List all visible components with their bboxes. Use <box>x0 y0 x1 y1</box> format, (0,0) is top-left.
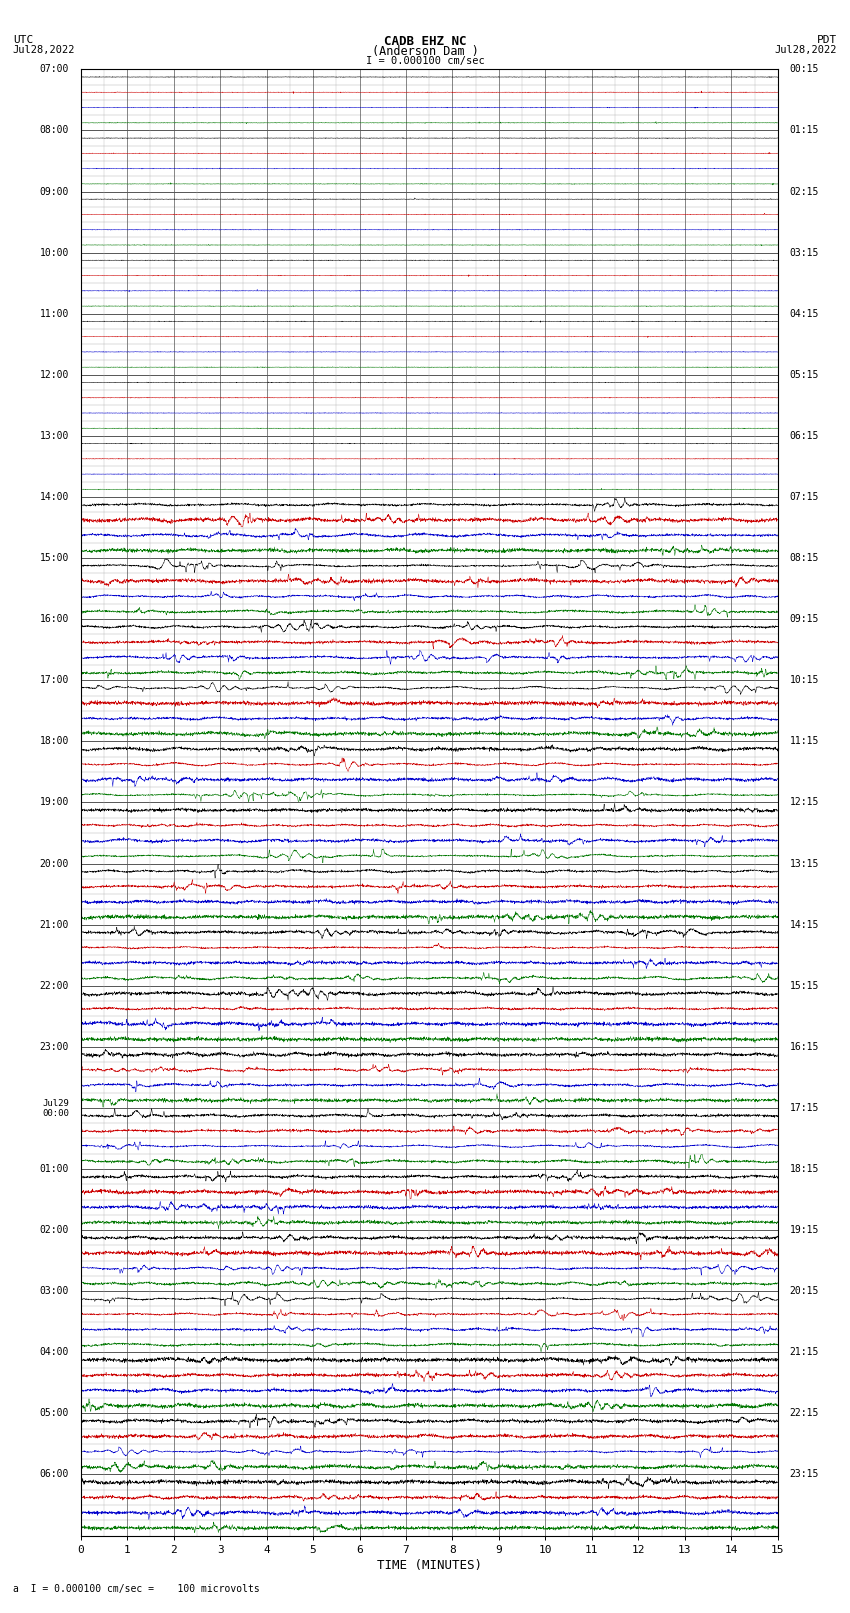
Text: 14:00: 14:00 <box>40 492 69 502</box>
Text: 17:15: 17:15 <box>790 1103 819 1113</box>
Text: 12:00: 12:00 <box>40 369 69 379</box>
Text: 15:15: 15:15 <box>790 981 819 990</box>
Text: 09:15: 09:15 <box>790 615 819 624</box>
Text: 13:00: 13:00 <box>40 431 69 440</box>
Text: 05:15: 05:15 <box>790 369 819 379</box>
Text: 00:15: 00:15 <box>790 65 819 74</box>
Text: Jul28,2022: Jul28,2022 <box>13 45 76 55</box>
Text: 22:00: 22:00 <box>40 981 69 990</box>
Text: 16:15: 16:15 <box>790 1042 819 1052</box>
Text: 00:00: 00:00 <box>42 1110 69 1118</box>
Text: UTC: UTC <box>13 35 33 45</box>
Text: I = 0.000100 cm/sec: I = 0.000100 cm/sec <box>366 56 484 66</box>
Text: 15:00: 15:00 <box>40 553 69 563</box>
Text: 19:15: 19:15 <box>790 1226 819 1236</box>
Text: 22:15: 22:15 <box>790 1408 819 1418</box>
Text: 13:15: 13:15 <box>790 858 819 868</box>
Text: PDT: PDT <box>817 35 837 45</box>
Text: 07:00: 07:00 <box>40 65 69 74</box>
Text: 09:00: 09:00 <box>40 187 69 197</box>
Text: 06:00: 06:00 <box>40 1469 69 1479</box>
Text: 16:00: 16:00 <box>40 615 69 624</box>
Text: 02:15: 02:15 <box>790 187 819 197</box>
Text: 10:00: 10:00 <box>40 248 69 258</box>
Text: Jul29: Jul29 <box>42 1098 69 1108</box>
Text: a  I = 0.000100 cm/sec =    100 microvolts: a I = 0.000100 cm/sec = 100 microvolts <box>13 1584 259 1594</box>
Text: 08:00: 08:00 <box>40 126 69 135</box>
Text: 11:15: 11:15 <box>790 737 819 747</box>
Text: 19:00: 19:00 <box>40 797 69 808</box>
Text: 04:15: 04:15 <box>790 308 819 319</box>
Text: 21:15: 21:15 <box>790 1347 819 1357</box>
Text: 21:00: 21:00 <box>40 919 69 929</box>
Text: 01:00: 01:00 <box>40 1165 69 1174</box>
Text: 17:00: 17:00 <box>40 676 69 686</box>
Text: 20:00: 20:00 <box>40 858 69 868</box>
Text: 18:15: 18:15 <box>790 1165 819 1174</box>
Text: 20:15: 20:15 <box>790 1286 819 1297</box>
Text: CADB EHZ NC: CADB EHZ NC <box>383 35 467 48</box>
Text: 03:15: 03:15 <box>790 248 819 258</box>
X-axis label: TIME (MINUTES): TIME (MINUTES) <box>377 1558 482 1571</box>
Text: 12:15: 12:15 <box>790 797 819 808</box>
Text: Jul28,2022: Jul28,2022 <box>774 45 837 55</box>
Text: 07:15: 07:15 <box>790 492 819 502</box>
Text: 10:15: 10:15 <box>790 676 819 686</box>
Text: 18:00: 18:00 <box>40 737 69 747</box>
Text: 04:00: 04:00 <box>40 1347 69 1357</box>
Text: 23:00: 23:00 <box>40 1042 69 1052</box>
Text: 05:00: 05:00 <box>40 1408 69 1418</box>
Text: 03:00: 03:00 <box>40 1286 69 1297</box>
Text: (Anderson Dam ): (Anderson Dam ) <box>371 45 479 58</box>
Text: 02:00: 02:00 <box>40 1226 69 1236</box>
Text: 11:00: 11:00 <box>40 308 69 319</box>
Text: 06:15: 06:15 <box>790 431 819 440</box>
Text: 08:15: 08:15 <box>790 553 819 563</box>
Text: 14:15: 14:15 <box>790 919 819 929</box>
Text: 23:15: 23:15 <box>790 1469 819 1479</box>
Text: 01:15: 01:15 <box>790 126 819 135</box>
